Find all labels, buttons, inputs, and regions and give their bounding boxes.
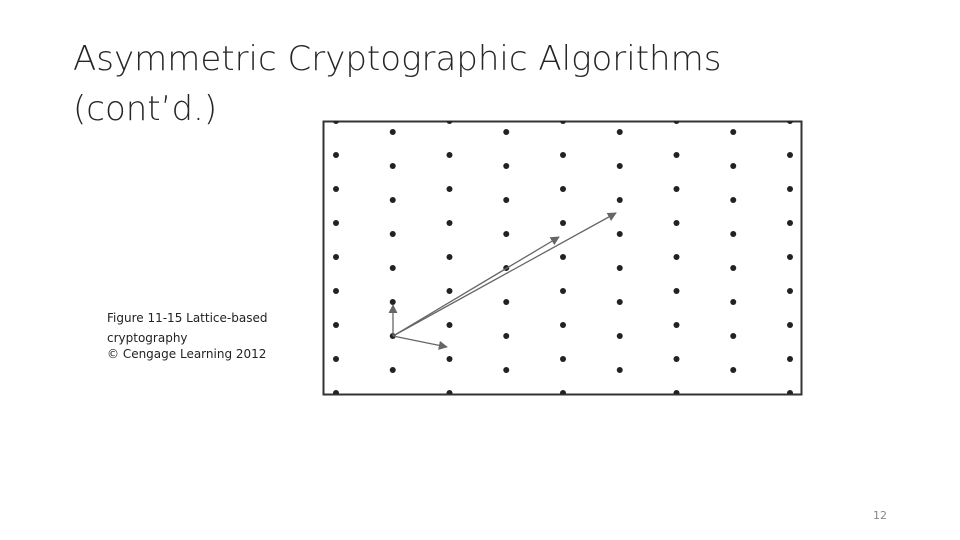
lattice-dot — [560, 390, 566, 394]
vector — [392, 236, 560, 337]
lattice-dot — [389, 231, 396, 237]
lattice-dot — [787, 121, 793, 124]
lattice-dot — [389, 299, 396, 305]
lattice-dot — [787, 356, 793, 362]
lattice-dot — [503, 197, 510, 203]
lattice-dot — [673, 356, 680, 362]
lattice-dot — [389, 129, 396, 135]
lattice-dot — [673, 186, 680, 192]
lattice-dot — [787, 322, 793, 328]
lattice-dot — [503, 163, 510, 169]
lattice-dot — [730, 299, 737, 305]
lattice-dot — [446, 152, 453, 158]
lattice-dot — [333, 186, 339, 192]
lattice-dot — [730, 163, 737, 169]
lattice-dot — [673, 220, 680, 226]
lattice-dot — [446, 186, 453, 192]
lattice-dot — [730, 231, 737, 237]
lattice-dot — [503, 231, 510, 237]
lattice-dot — [503, 129, 510, 135]
lattice-dot — [503, 333, 510, 339]
lattice-dot — [616, 265, 623, 271]
lattice-dot — [673, 390, 680, 394]
lattice-dot — [616, 367, 623, 373]
caption-line: © Cengage Learning 2012 — [107, 347, 266, 361]
lattice-dot — [560, 356, 566, 362]
lattice-dot — [787, 390, 793, 394]
lattice-dot — [560, 220, 566, 226]
vectors — [388, 212, 617, 350]
lattice-dot — [446, 254, 453, 260]
vector — [392, 335, 448, 350]
lattice-dot — [389, 197, 396, 203]
lattice-dot — [333, 288, 339, 294]
lattice-dot — [389, 163, 396, 169]
lattice-dots — [333, 121, 793, 394]
lattice-dot — [616, 333, 623, 339]
lattice-dot — [446, 288, 453, 294]
lattice-dot — [730, 333, 737, 339]
lattice-dot — [787, 220, 793, 226]
lattice-dot — [616, 163, 623, 169]
lattice-dot — [333, 254, 339, 260]
caption-line: cryptography — [107, 331, 188, 345]
lattice-dot — [787, 288, 793, 294]
lattice-dot — [446, 390, 453, 394]
lattice-dot — [673, 322, 680, 328]
lattice-dot — [333, 322, 339, 328]
lattice-dot — [560, 288, 566, 294]
title-line: (cont’d.) — [73, 89, 217, 129]
lattice-dot — [673, 152, 680, 158]
lattice-dot — [730, 367, 737, 373]
lattice-dot — [503, 299, 510, 305]
lattice-dot — [446, 356, 453, 362]
lattice-dot — [616, 129, 623, 135]
lattice-dot — [616, 197, 623, 203]
lattice-dot — [560, 186, 566, 192]
lattice-dot — [560, 254, 566, 260]
lattice-figure — [322, 120, 803, 396]
lattice-dot — [333, 390, 339, 394]
lattice-dot — [673, 254, 680, 260]
lattice-dot — [787, 254, 793, 260]
lattice-dot — [673, 121, 680, 124]
lattice-dot — [673, 288, 680, 294]
caption-line: Figure 11-15 Lattice-based — [107, 311, 267, 325]
lattice-dot — [333, 121, 339, 124]
lattice-dot — [730, 265, 737, 271]
lattice-dot — [389, 265, 396, 271]
lattice-dot — [333, 220, 339, 226]
lattice-dot — [616, 231, 623, 237]
lattice-dot — [560, 152, 566, 158]
lattice-dot — [333, 356, 339, 362]
lattice-dot — [560, 121, 566, 124]
lattice-dot — [446, 322, 453, 328]
lattice-dot — [616, 299, 623, 305]
lattice-dot — [787, 152, 793, 158]
lattice-dot — [503, 367, 510, 373]
title-line: Asymmetric Cryptographic Algorithms — [73, 39, 721, 79]
lattice-dot — [730, 129, 737, 135]
lattice-dot — [333, 152, 339, 158]
lattice-dot — [389, 367, 396, 373]
page-number: 12 — [873, 509, 887, 522]
vector — [392, 212, 617, 337]
lattice-dot — [446, 220, 453, 226]
lattice-dot — [446, 121, 453, 124]
lattice-dot — [787, 186, 793, 192]
lattice-dot — [560, 322, 566, 328]
lattice-dot — [730, 197, 737, 203]
